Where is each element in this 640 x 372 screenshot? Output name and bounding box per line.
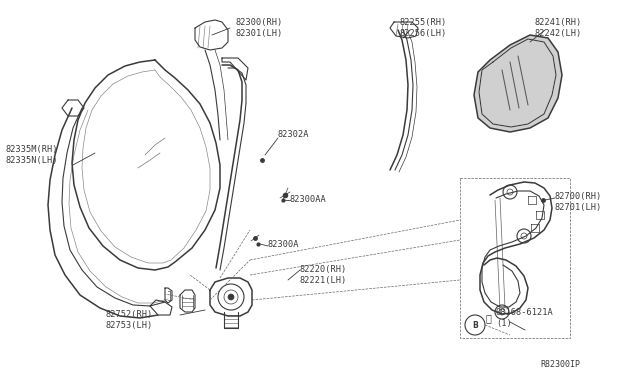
Text: 82300AA: 82300AA (290, 195, 327, 204)
Text: 82302A: 82302A (278, 130, 310, 139)
Text: 82752(RH)
82753(LH): 82752(RH) 82753(LH) (105, 310, 152, 330)
Text: 82700(RH)
82701(LH): 82700(RH) 82701(LH) (555, 192, 602, 212)
Polygon shape (474, 35, 562, 132)
Text: 82300A: 82300A (268, 240, 300, 249)
Text: Ⓑ: Ⓑ (485, 313, 491, 323)
Text: 08168-6121A
(1): 08168-6121A (1) (496, 308, 554, 328)
Text: 82335M(RH)
82335N(LH): 82335M(RH) 82335N(LH) (5, 145, 58, 165)
Text: 82241(RH)
82242(LH): 82241(RH) 82242(LH) (535, 18, 582, 38)
Circle shape (228, 294, 234, 300)
Text: R82300IP: R82300IP (540, 360, 580, 369)
Text: 82300(RH)
82301(LH): 82300(RH) 82301(LH) (235, 18, 282, 38)
Text: 82255(RH)
82256(LH): 82255(RH) 82256(LH) (400, 18, 447, 38)
Text: B: B (472, 321, 478, 330)
Text: 82220(RH)
82221(LH): 82220(RH) 82221(LH) (300, 265, 348, 285)
